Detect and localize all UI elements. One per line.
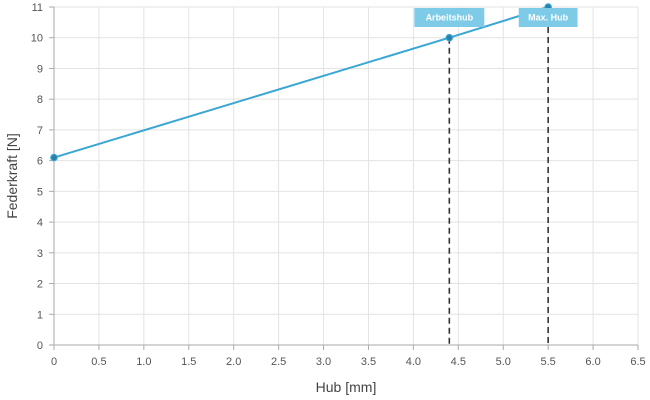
- y-tick-label: 9: [37, 63, 43, 75]
- y-tick-label: 11: [32, 2, 43, 14]
- series-line: [53, 6, 549, 159]
- annotation-badge: Arbeitshub: [414, 8, 485, 27]
- data-point: [50, 153, 58, 162]
- y-tick-label: 1: [37, 309, 43, 321]
- y-tick-label: 6: [37, 156, 43, 168]
- x-tick-label: 4.0: [406, 356, 421, 368]
- x-tick-label: 3.5: [361, 356, 376, 368]
- x-tick-label: 2.5: [271, 356, 286, 368]
- annotation-label: Arbeitshub: [426, 13, 474, 23]
- grid: [54, 6, 639, 345]
- data-point: [445, 33, 454, 42]
- x-tick-label: 1.0: [136, 356, 151, 368]
- y-tick-label: 0: [37, 340, 43, 352]
- x-tick-label: 4.5: [451, 356, 466, 368]
- reference-lines: [448, 7, 549, 345]
- x-tick-label: 5.5: [541, 356, 556, 368]
- x-tick-label: 0.5: [91, 356, 106, 368]
- axes: 0 0.5 1.0 1.5 2.0 2.5 3.0 3.5 4.0 4.5 5.0 5.5 6.0 6.5…: [31, 2, 646, 368]
- y-tick-label: 2: [37, 279, 43, 291]
- x-tick-label: 1.5: [181, 356, 196, 368]
- annotations: Arbeitshub Max. Hub: [414, 8, 578, 27]
- x-tick-label: 6.0: [585, 356, 600, 368]
- x-tick-label: 5.0: [496, 356, 511, 368]
- y-tick-label: 10: [31, 33, 43, 45]
- x-tick-label: 6.5: [630, 356, 645, 368]
- x-tick-label: 3.0: [316, 356, 331, 368]
- x-axis-title: Hub [mm]: [316, 379, 377, 395]
- annotation-box: [518, 8, 578, 27]
- y-tick-label: 4: [37, 217, 43, 229]
- x-tick-label: 0: [51, 356, 57, 368]
- y-tick-label: 3: [37, 248, 43, 260]
- y-tick-label: 7: [37, 125, 43, 137]
- series: [50, 3, 552, 162]
- annotation-box: [414, 8, 485, 27]
- y-tick-label: 5: [37, 186, 43, 198]
- y-axis-title: Federkraft [N]: [4, 133, 20, 219]
- x-tick-label: 2.0: [226, 356, 241, 368]
- y-tick-label: 8: [37, 94, 43, 106]
- annotation-badge: Max. Hub: [518, 8, 578, 27]
- annotation-label: Max. Hub: [528, 13, 569, 23]
